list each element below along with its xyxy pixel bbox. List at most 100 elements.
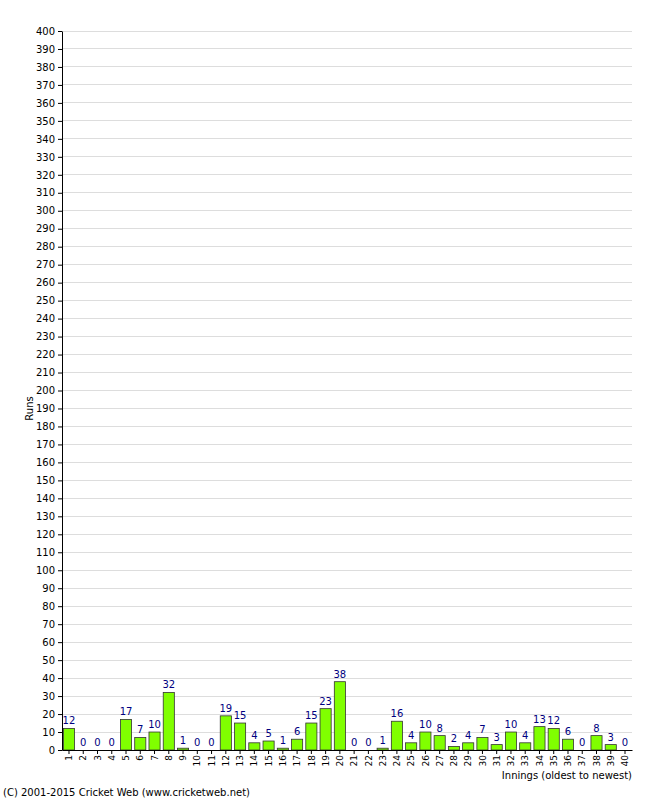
x-tick-label: 25 bbox=[406, 755, 416, 766]
data-label: 4 bbox=[408, 730, 414, 741]
y-tick-label: 60 bbox=[42, 637, 55, 648]
x-tick: 21 bbox=[349, 750, 359, 766]
y-tick-mark bbox=[58, 283, 62, 284]
x-tick: 27 bbox=[435, 750, 445, 766]
bar bbox=[491, 745, 502, 750]
x-tick: 3 bbox=[93, 750, 103, 761]
y-tick: 160 bbox=[36, 457, 62, 468]
x-tick-mark bbox=[68, 750, 69, 754]
y-tick: 270 bbox=[36, 259, 62, 270]
x-tick-label: 6 bbox=[135, 755, 145, 761]
y-tick-label: 120 bbox=[36, 529, 55, 540]
y-tick-label: 160 bbox=[36, 457, 55, 468]
y-tick-label: 10 bbox=[42, 727, 55, 738]
bar bbox=[377, 748, 388, 750]
y-tick-label: 270 bbox=[36, 259, 55, 270]
y-tick: 300 bbox=[36, 205, 62, 216]
data-label: 16 bbox=[391, 708, 404, 719]
x-tick-mark bbox=[496, 750, 497, 754]
y-tick-mark bbox=[58, 714, 62, 715]
x-tick-mark bbox=[439, 750, 440, 754]
y-tick: 80 bbox=[42, 601, 62, 612]
y-tick: 150 bbox=[36, 475, 62, 486]
x-tick: 25 bbox=[406, 750, 416, 766]
x-tick-label: 27 bbox=[435, 755, 445, 766]
bar bbox=[548, 728, 559, 750]
x-axis: 1234567891011121314151617181920212223242… bbox=[63, 750, 633, 766]
grid-line bbox=[62, 444, 632, 445]
y-tick: 20 bbox=[42, 709, 62, 720]
data-label: 1 bbox=[379, 735, 385, 746]
y-tick: 280 bbox=[36, 241, 62, 252]
y-tick-label: 350 bbox=[36, 116, 55, 127]
data-label: 5 bbox=[265, 728, 271, 739]
y-tick-label: 180 bbox=[36, 421, 55, 432]
bar bbox=[619, 750, 630, 751]
x-tick: 5 bbox=[121, 750, 131, 761]
x-tick-mark bbox=[197, 750, 198, 754]
x-tick-label: 36 bbox=[563, 755, 573, 767]
y-tick-label: 240 bbox=[36, 313, 55, 324]
x-tick: 37 bbox=[577, 750, 587, 766]
bar bbox=[149, 732, 160, 750]
y-tick-label: 90 bbox=[42, 583, 55, 594]
y-tick: 220 bbox=[36, 349, 62, 360]
x-tick: 24 bbox=[392, 750, 402, 766]
grid-line bbox=[62, 138, 632, 139]
bar bbox=[534, 727, 545, 750]
y-tick: 290 bbox=[36, 223, 62, 234]
x-tick-label: 11 bbox=[207, 755, 217, 766]
x-tick-label: 32 bbox=[506, 755, 516, 766]
bar bbox=[277, 748, 288, 750]
y-tick-mark bbox=[58, 319, 62, 320]
y-tick-label: 230 bbox=[36, 331, 55, 342]
y-tick: 40 bbox=[42, 673, 62, 684]
x-tick-mark bbox=[140, 750, 141, 754]
x-tick-mark bbox=[126, 750, 127, 754]
x-tick: 33 bbox=[520, 750, 530, 766]
y-tick-label: 300 bbox=[36, 205, 55, 216]
y-tick-label: 200 bbox=[36, 385, 55, 396]
bar bbox=[605, 745, 616, 750]
y-tick-label: 30 bbox=[42, 691, 55, 702]
y-tick: 10 bbox=[42, 727, 62, 738]
data-label: 10 bbox=[505, 719, 518, 730]
data-label: 32 bbox=[162, 679, 175, 690]
bar bbox=[434, 736, 445, 750]
y-tick-label: 110 bbox=[36, 547, 55, 558]
y-tick-mark bbox=[58, 750, 62, 751]
grid-line bbox=[62, 210, 632, 211]
y-tick-mark bbox=[58, 139, 62, 140]
data-label: 7 bbox=[479, 724, 485, 735]
y-tick: 350 bbox=[36, 116, 62, 127]
y-tick-mark bbox=[58, 265, 62, 266]
grid-line bbox=[62, 246, 632, 247]
y-tick: 210 bbox=[36, 367, 62, 378]
x-tick-mark bbox=[325, 750, 326, 754]
data-label: 4 bbox=[522, 730, 528, 741]
x-tick-mark bbox=[297, 750, 298, 754]
y-tick-label: 220 bbox=[36, 349, 55, 360]
x-tick-label: 34 bbox=[535, 755, 545, 767]
y-tick: 70 bbox=[42, 619, 62, 630]
x-tick-mark bbox=[83, 750, 84, 754]
bar bbox=[292, 739, 303, 750]
y-tick-label: 50 bbox=[42, 655, 55, 666]
y-tick-label: 390 bbox=[36, 44, 55, 55]
y-tick-mark bbox=[58, 624, 62, 625]
x-tick-label: 40 bbox=[620, 755, 630, 767]
y-tick: 380 bbox=[36, 62, 62, 73]
y-tick-label: 370 bbox=[36, 80, 55, 91]
plot: 0102030405060708090100110120130140150160… bbox=[36, 26, 633, 767]
x-axis-line bbox=[63, 750, 633, 751]
grid-line bbox=[62, 372, 632, 373]
x-tick: 29 bbox=[463, 750, 473, 766]
y-tick-mark bbox=[58, 67, 62, 68]
grid-line bbox=[62, 750, 632, 751]
y-tick-mark bbox=[58, 408, 62, 409]
grid-line bbox=[62, 696, 632, 697]
x-tick-mark bbox=[525, 750, 526, 754]
x-tick-mark bbox=[510, 750, 511, 754]
x-tick-label: 8 bbox=[164, 755, 174, 761]
bar bbox=[477, 737, 488, 750]
